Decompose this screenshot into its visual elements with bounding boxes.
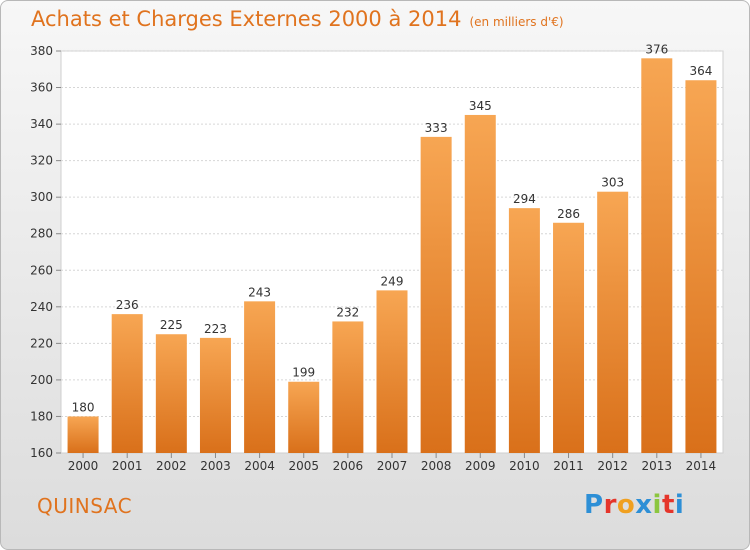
x-tick-label-2002: 2002 — [156, 459, 187, 473]
x-tick-label-2013: 2013 — [642, 459, 673, 473]
logo-letter: o — [616, 490, 636, 520]
logo-letter: P — [584, 490, 604, 520]
x-tick-label-2012: 2012 — [597, 459, 628, 473]
data-label-2003: 223 — [204, 322, 227, 336]
bar-2003 — [199, 337, 231, 453]
data-label-2005: 199 — [292, 366, 315, 380]
x-tick-label-2014: 2014 — [686, 459, 717, 473]
bar-2008 — [420, 136, 452, 453]
bar-2013 — [641, 58, 673, 454]
y-tick-label-360: 360 — [30, 81, 53, 95]
data-label-2007: 249 — [381, 274, 404, 288]
logo-letter: t — [661, 490, 675, 520]
x-tick-label-2008: 2008 — [421, 459, 452, 473]
x-tick-label-2005: 2005 — [288, 459, 319, 473]
data-label-2008: 333 — [425, 121, 448, 135]
x-tick-label-2001: 2001 — [112, 459, 143, 473]
y-tick-label-280: 280 — [30, 227, 53, 241]
data-label-2001: 236 — [116, 298, 139, 312]
y-tick-label-180: 180 — [30, 409, 53, 423]
y-tick-label-160: 160 — [30, 446, 53, 460]
data-label-2004: 243 — [248, 285, 271, 299]
y-tick-label-300: 300 — [30, 190, 53, 204]
y-tick-label-340: 340 — [30, 117, 53, 131]
commune-name: QUINSAC — [37, 494, 133, 518]
y-tick-label-320: 320 — [30, 154, 53, 168]
bar-2000 — [67, 416, 99, 453]
logo-letter: x — [635, 490, 653, 520]
y-tick-label-200: 200 — [30, 373, 53, 387]
bar-2006 — [332, 321, 364, 453]
y-tick-label-220: 220 — [30, 336, 53, 350]
logo-letter: i — [652, 490, 662, 520]
data-label-2012: 303 — [601, 176, 624, 190]
bar-2010 — [508, 208, 540, 453]
data-label-2014: 364 — [689, 64, 712, 78]
bar-2007 — [376, 290, 408, 453]
bar-2005 — [288, 381, 320, 453]
bars: 180 236 225 223 243 199 232 249 333 345 294 286 303 3… — [67, 42, 717, 454]
y-tick-label-260: 260 — [30, 263, 53, 277]
data-label-2011: 286 — [557, 207, 580, 221]
x-tick-label-2011: 2011 — [553, 459, 584, 473]
y-tick-label-240: 240 — [30, 300, 53, 314]
bar-2001 — [111, 314, 143, 453]
logo-letter: r — [603, 490, 617, 520]
data-label-2002: 225 — [160, 318, 183, 332]
bar-2004 — [244, 301, 276, 453]
title-text: Achats et Charges Externes 2000 à 2014 — [31, 7, 462, 31]
x-tick-label-2003: 2003 — [200, 459, 231, 473]
x-tick-label-2010: 2010 — [509, 459, 540, 473]
x-tick-label-2000: 2000 — [68, 459, 99, 473]
bar-2011 — [553, 222, 585, 453]
y-axis: 160 180 200 220 240 260 280 300 320 340 360 380 — [30, 44, 61, 460]
chart-subtitle: (en milliers d'€) — [469, 15, 564, 29]
y-tick-label-380: 380 — [30, 44, 53, 58]
data-label-2006: 232 — [336, 305, 359, 319]
data-label-2000: 180 — [72, 400, 95, 414]
bar-2009 — [464, 114, 496, 454]
logo-letter: i — [674, 490, 685, 520]
data-label-2013: 376 — [645, 42, 668, 56]
x-axis: 2000 2001 2002 2003 2004 2005 2006 2007 2008 2009… — [68, 453, 716, 473]
x-tick-label-2009: 2009 — [465, 459, 496, 473]
data-label-2010: 294 — [513, 192, 536, 206]
x-tick-label-2004: 2004 — [244, 459, 275, 473]
x-tick-label-2006: 2006 — [333, 459, 364, 473]
bar-2012 — [597, 191, 629, 453]
proxiti-logo: Proxiti — [584, 490, 684, 520]
chart-title: Achats et Charges Externes 2000 à 2014 (e… — [31, 7, 564, 31]
bar-2014 — [685, 80, 717, 454]
x-tick-label-2007: 2007 — [377, 459, 408, 473]
bar-2002 — [155, 334, 187, 453]
data-label-2009: 345 — [469, 99, 492, 113]
